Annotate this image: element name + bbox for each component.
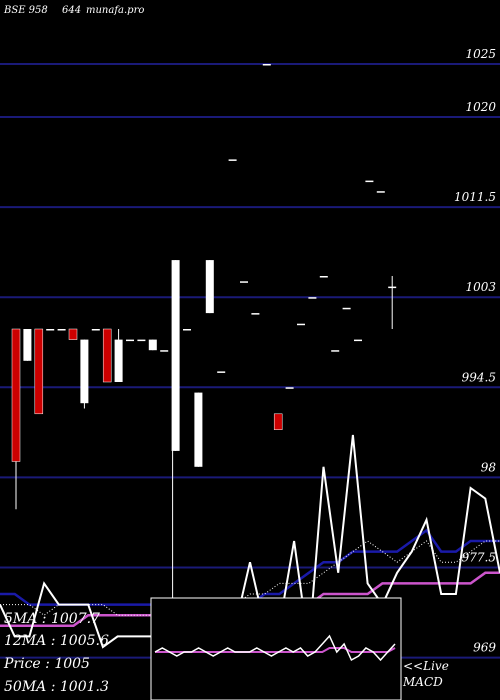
candle-body bbox=[342, 307, 351, 310]
candle-body bbox=[365, 180, 374, 183]
header-site: munafa.pro bbox=[86, 5, 144, 16]
price-label: 1025 bbox=[465, 47, 496, 61]
macd-label-title: MACD bbox=[402, 675, 443, 689]
candle-body bbox=[11, 328, 21, 462]
candle-body bbox=[194, 392, 203, 467]
stat-ma5: 5MA : 1007.7 bbox=[4, 611, 100, 627]
candle-body bbox=[217, 371, 226, 373]
price-label: 1011.5 bbox=[454, 190, 496, 204]
header-code: 644 bbox=[62, 5, 81, 16]
candle-body bbox=[46, 329, 55, 331]
candle-body bbox=[126, 339, 134, 342]
price-label: 977.5 bbox=[462, 551, 496, 565]
candle-body bbox=[102, 328, 112, 383]
candle-body bbox=[262, 64, 271, 66]
candle-body bbox=[23, 329, 32, 361]
candle-body bbox=[251, 313, 260, 315]
price-label: 98 bbox=[481, 460, 497, 474]
candle-body bbox=[80, 339, 89, 404]
candle-body bbox=[354, 339, 362, 342]
candle-body bbox=[331, 350, 340, 352]
macd-label-live: <<Live bbox=[403, 659, 449, 673]
candle-body bbox=[308, 297, 317, 299]
candle-body bbox=[228, 159, 237, 161]
price-label: 994.5 bbox=[462, 370, 496, 384]
candle-body bbox=[160, 350, 169, 352]
stat-ma12: 12MA : 1005.6 bbox=[4, 633, 109, 649]
macd-panel bbox=[150, 597, 402, 700]
price-label: 1020 bbox=[465, 100, 496, 114]
candle-body bbox=[273, 413, 283, 430]
candle-body bbox=[91, 329, 100, 331]
price-label: 1003 bbox=[465, 280, 496, 294]
candle-body bbox=[183, 329, 191, 331]
candle-body bbox=[319, 276, 328, 278]
candle-body bbox=[148, 339, 157, 351]
stat-ma50: 50MA : 1001.3 bbox=[4, 679, 109, 695]
candle-body bbox=[376, 191, 385, 193]
candle-body bbox=[114, 339, 123, 382]
header-symbol: BSE 958 bbox=[3, 5, 48, 16]
grid-layer bbox=[0, 63, 500, 659]
candle-body bbox=[297, 323, 305, 326]
price-label: 969 bbox=[473, 641, 496, 655]
candle-body bbox=[137, 339, 146, 342]
candle-body bbox=[171, 260, 180, 451]
candle-body bbox=[205, 260, 214, 314]
price-label-layer: 1025 1020 1011.5 1003 994.5 98 977.5 969 bbox=[454, 47, 496, 655]
candle-body bbox=[34, 328, 44, 415]
ma-white-line bbox=[0, 434, 500, 649]
candle-layer bbox=[11, 64, 397, 510]
candle-body bbox=[388, 286, 397, 289]
macd-signal-line bbox=[155, 647, 396, 653]
candle-body bbox=[285, 387, 294, 389]
candle-body bbox=[68, 328, 78, 340]
macd-layer bbox=[154, 634, 396, 662]
stat-price: Price : 1005 bbox=[3, 656, 90, 672]
macd-line bbox=[154, 634, 396, 662]
candle-body bbox=[240, 281, 248, 283]
candle-body bbox=[57, 329, 66, 331]
